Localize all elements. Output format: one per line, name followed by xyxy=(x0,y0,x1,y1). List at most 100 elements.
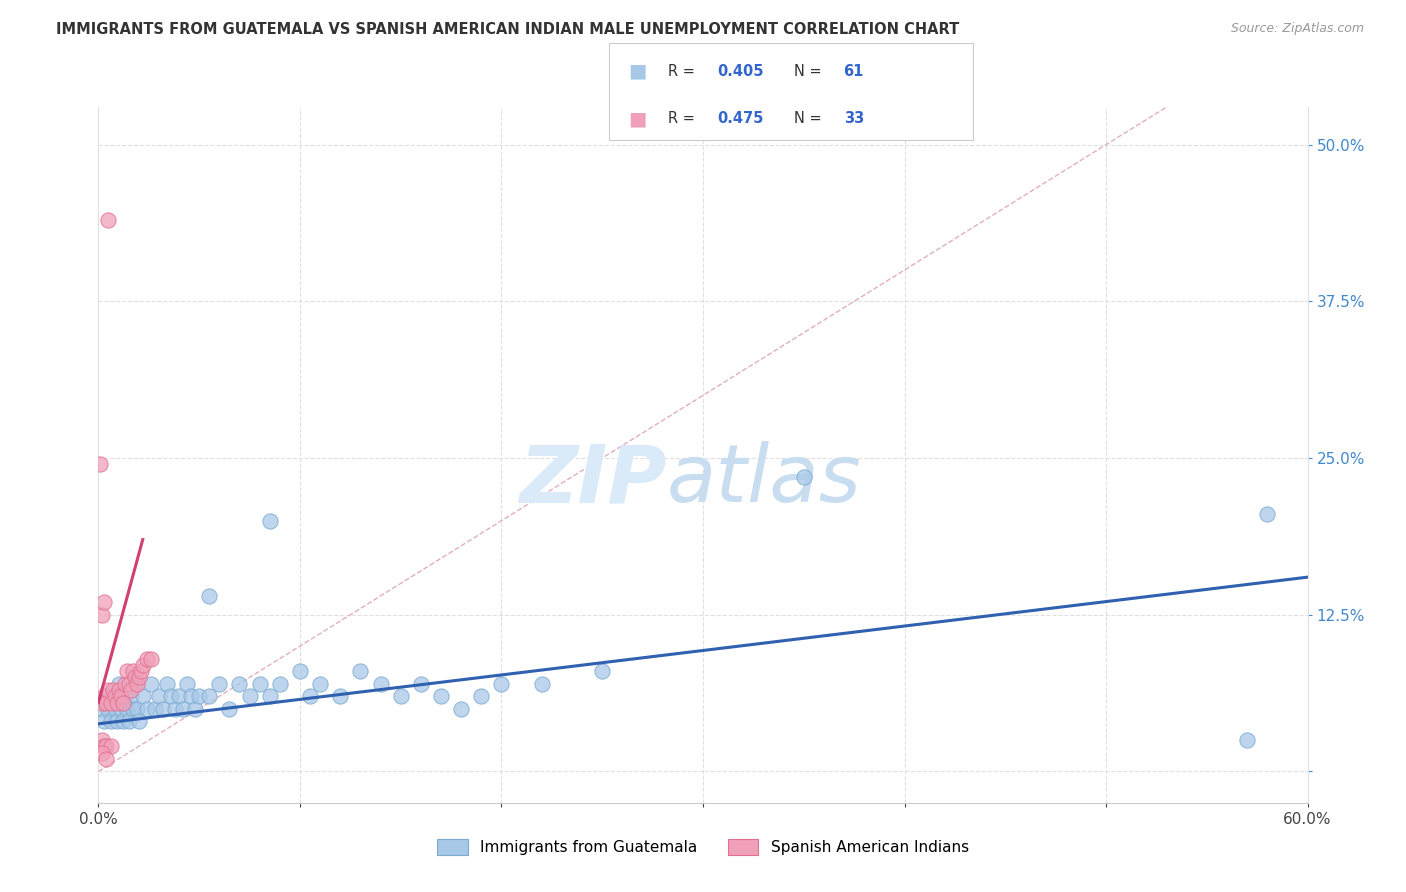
Point xyxy=(132,657,155,672)
Point xyxy=(96,690,118,704)
Point xyxy=(89,458,111,472)
Point xyxy=(167,690,190,704)
Point xyxy=(93,714,115,729)
Point xyxy=(110,690,132,704)
Text: ■: ■ xyxy=(628,109,647,128)
Point xyxy=(103,690,125,704)
Point xyxy=(249,676,271,690)
Point xyxy=(105,696,128,710)
Point xyxy=(107,676,129,690)
Point xyxy=(160,690,183,704)
Point xyxy=(124,670,146,684)
Point xyxy=(91,696,114,710)
Text: R =: R = xyxy=(668,64,699,78)
Point xyxy=(114,690,136,704)
Point xyxy=(370,676,392,690)
Point xyxy=(100,739,122,754)
Point xyxy=(172,702,194,716)
Text: ■: ■ xyxy=(628,62,647,81)
Text: R =: R = xyxy=(668,112,699,126)
Point xyxy=(218,702,240,716)
Point xyxy=(349,664,371,678)
Point xyxy=(91,733,114,747)
Point xyxy=(96,696,118,710)
Point xyxy=(228,676,250,690)
Point xyxy=(208,676,231,690)
Text: 61: 61 xyxy=(844,64,863,78)
Point xyxy=(198,690,221,704)
Point xyxy=(1256,508,1278,522)
Point xyxy=(184,702,207,716)
Legend: Immigrants from Guatemala, Spanish American Indians: Immigrants from Guatemala, Spanish Ameri… xyxy=(432,833,974,862)
Point xyxy=(389,690,412,704)
Point xyxy=(125,676,148,690)
Point xyxy=(111,696,134,710)
Text: Source: ZipAtlas.com: Source: ZipAtlas.com xyxy=(1230,22,1364,36)
Point xyxy=(176,676,198,690)
Point xyxy=(91,746,114,760)
Point xyxy=(97,702,120,716)
Point xyxy=(491,676,513,690)
Point xyxy=(128,670,150,684)
Point xyxy=(329,690,352,704)
Point xyxy=(103,702,125,716)
Point xyxy=(91,702,114,716)
Point xyxy=(129,664,152,678)
Point xyxy=(198,589,221,603)
Point xyxy=(259,690,281,704)
Point xyxy=(114,676,136,690)
Point xyxy=(156,676,179,690)
Text: N =: N = xyxy=(794,112,827,126)
Point xyxy=(118,676,141,690)
Point xyxy=(124,676,146,690)
Text: atlas: atlas xyxy=(666,441,862,519)
Point xyxy=(309,676,332,690)
Point xyxy=(93,739,115,754)
Point xyxy=(101,690,124,704)
Point xyxy=(100,714,122,729)
Point xyxy=(530,676,553,690)
Point xyxy=(135,702,157,716)
Point xyxy=(152,702,174,716)
Text: 0.475: 0.475 xyxy=(717,112,763,126)
Point xyxy=(259,514,281,528)
Point xyxy=(93,690,115,704)
Point xyxy=(110,702,132,716)
Text: 33: 33 xyxy=(844,112,863,126)
Point xyxy=(409,676,432,690)
Point xyxy=(793,470,815,484)
Point xyxy=(107,683,129,698)
Point xyxy=(1236,733,1258,747)
Point xyxy=(105,714,128,729)
Point xyxy=(239,690,262,704)
Point xyxy=(139,676,162,690)
Point xyxy=(135,651,157,665)
Point xyxy=(180,690,202,704)
Point xyxy=(148,690,170,704)
Point xyxy=(288,664,311,678)
Point xyxy=(132,690,155,704)
Point xyxy=(163,702,186,716)
Point xyxy=(430,690,453,704)
Point xyxy=(299,690,322,704)
Point xyxy=(111,714,134,729)
Point xyxy=(96,739,118,754)
Point xyxy=(450,702,472,716)
Point xyxy=(97,212,120,227)
Point xyxy=(97,683,120,698)
Point xyxy=(100,696,122,710)
Text: ZIP: ZIP xyxy=(519,441,666,519)
Point xyxy=(139,651,162,665)
Point xyxy=(121,702,143,716)
Point xyxy=(101,683,124,698)
Point xyxy=(125,702,148,716)
Point xyxy=(91,607,114,622)
Point xyxy=(118,714,141,729)
Point xyxy=(115,664,138,678)
Point xyxy=(96,752,118,766)
Point xyxy=(188,690,211,704)
Point xyxy=(120,683,142,698)
Point xyxy=(128,714,150,729)
Text: 0.405: 0.405 xyxy=(717,64,763,78)
Text: IMMIGRANTS FROM GUATEMALA VS SPANISH AMERICAN INDIAN MALE UNEMPLOYMENT CORRELATI: IMMIGRANTS FROM GUATEMALA VS SPANISH AME… xyxy=(56,22,959,37)
